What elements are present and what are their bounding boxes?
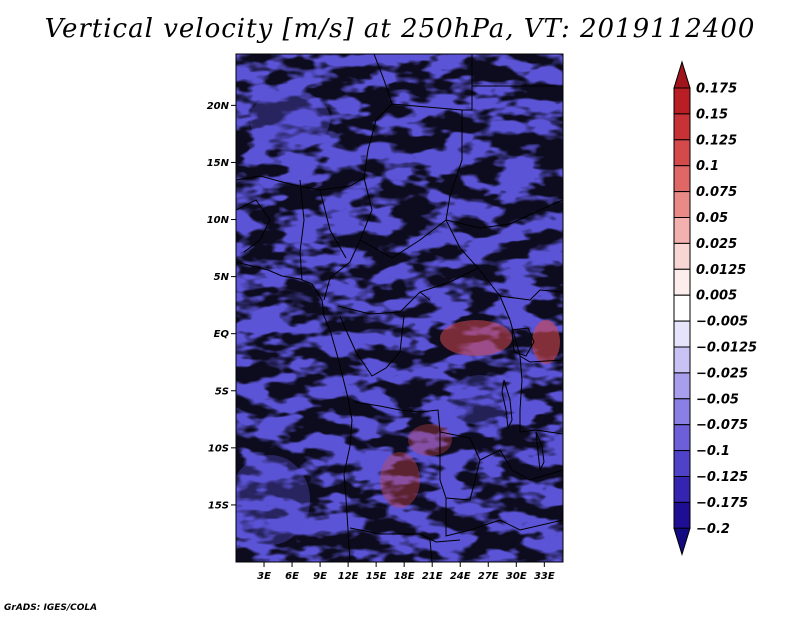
border-ss-drc [419,291,431,301]
colorbar-label: −0.175 [696,496,748,511]
colorbar-label: −0.1 [696,444,730,459]
colorbar: 0.175 0.15 0.125 0.1 0.075 0.05 0.025 0.0125 0.0… [673,60,757,557]
colorbar-label: 0.125 [696,133,737,148]
border-libya-chad [373,54,463,111]
colorbar-segment [673,450,691,478]
border-west-africa [236,199,271,253]
colorbar-segment [673,242,691,270]
colorbar-label: −0.05 [696,392,739,407]
colorbar-segment [673,501,691,529]
colorbar-segment [673,398,691,426]
border-tanzania [519,355,563,435]
colorbar-label: −0.0125 [696,341,757,356]
colorbar-label: −0.005 [696,315,748,330]
colorbar-segment [673,294,691,322]
field-patch [440,320,512,356]
country-borders [236,54,563,562]
border-congo [339,315,405,377]
colorbar-segment [673,165,691,193]
field-patch [408,424,452,456]
colorbar-segment [673,320,691,348]
colorbar-label: 0.005 [696,289,737,304]
colorbar-segment [673,476,691,503]
field-patch [250,90,330,150]
field-patch [450,375,510,425]
colorbar-label: 0.15 [696,107,728,122]
colorbar-label: 0.025 [696,237,737,252]
border-zambia-south [445,498,563,537]
colorbar-label: 0.175 [696,82,737,97]
colorbar-segment [673,191,691,219]
colorbar-top-arrow [673,60,691,89]
lat-tick-label: 10N [207,215,230,226]
lon-tick-label: 9E [313,571,327,582]
border-ss-eth [499,289,563,301]
lake-victoria [511,327,535,357]
colorbar-segment [673,346,691,374]
coastline-west [236,261,353,562]
colorbar-label: 0.1 [696,159,719,174]
border-namibia-south [429,539,433,562]
lat-tick-label: 5N [214,272,230,283]
colorbar-label: 0.075 [696,185,737,200]
velocity-field [236,54,563,562]
border-namibia [349,527,461,543]
lat-tick-label: 10S [208,443,229,454]
colorbar-label: −0.025 [696,366,748,381]
border-sudan-ss [445,199,563,229]
colorbar-label: −0.125 [696,470,748,485]
field-patch [532,320,560,364]
colorbar-segment [673,372,691,400]
field-patch [380,452,420,508]
colorbar-label: −0.075 [696,418,748,433]
chart-title: Vertical velocity [m/s] at 250hPa, VT: 2… [44,14,756,44]
lat-tick-label: EQ [214,329,230,340]
lon-tick-label: 33E [534,571,555,582]
colorbar-segment [673,217,691,244]
border-chad-car [359,219,479,269]
lake-malawi [535,431,545,472]
border-chad-cameroon [323,177,373,301]
border-egypt-sudan [445,54,473,221]
lon-tick-label: 6E [285,571,299,582]
plot-area [235,53,564,563]
colorbar-bottom-arrow [673,527,691,557]
lon-tick-label: 15E [366,571,387,582]
lon-tick-label: 30E [506,571,527,582]
lon-tick-label: 24E [450,571,471,582]
border-nigeria-cameroon [319,189,347,259]
lat-tick-label: 15N [207,158,230,169]
border-angola-zambia [439,432,563,501]
border-niger-nigeria [236,175,365,191]
lat-tick-label: 20N [207,101,230,112]
lon-tick-label: 12E [338,571,359,582]
lat-tick-label: 15S [208,500,229,511]
colorbar-segment [673,139,691,167]
lon-tick-label: 21E [422,571,443,582]
colorbar-segment [673,113,691,141]
border-nigeria-benin [299,179,305,281]
plot-frame [235,53,564,563]
lon-tick-label: 18E [394,571,415,582]
colorbar-label: 0.0125 [696,263,746,278]
lon-tick-label: 3E [257,571,271,582]
colorbar-segment [673,268,691,296]
field-patch [236,455,310,545]
colorbar-label: 0.05 [696,211,728,226]
colorbar-segment [673,424,691,452]
border-niger-chad [363,103,393,179]
lake-tanganyika [501,379,513,430]
field-texture [236,54,563,562]
lon-tick-label: 27E [478,571,499,582]
lat-tick-label: 5S [215,386,229,397]
latitude-axis: 20N 15N 10N 5N EQ 5S 10S 15S [207,101,236,511]
longitude-axis: 3E 6E 9E 12E 15E 18E 21E 24E 27E 30E 33E [257,562,555,582]
colorbar-label: −0.2 [696,522,730,537]
border-drc-angola [353,401,481,461]
grads-credit: GrADS: IGES/COLA [4,603,98,613]
colorbar-segment [673,87,691,115]
